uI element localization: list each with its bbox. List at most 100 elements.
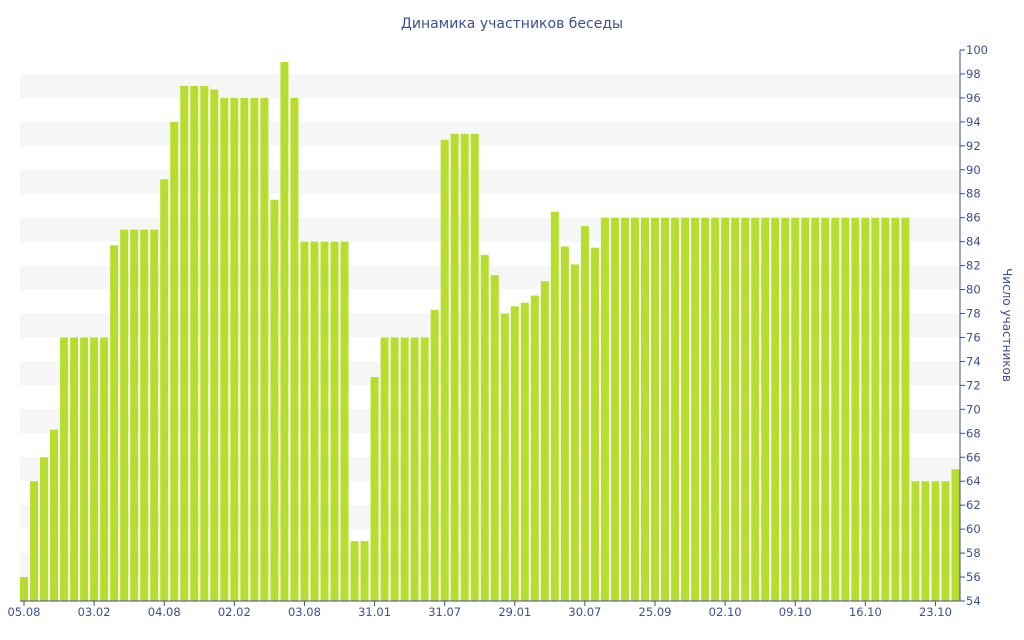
bar — [941, 481, 950, 601]
x-tick-label: 09.10 — [779, 605, 812, 619]
bar — [490, 275, 499, 601]
bar — [40, 457, 49, 601]
bar — [721, 217, 730, 601]
y-tick-label: 54 — [966, 594, 981, 608]
bar — [160, 179, 169, 601]
bar — [220, 97, 229, 601]
bar — [861, 217, 870, 601]
bar — [380, 337, 389, 601]
bar — [260, 97, 269, 601]
bar — [921, 481, 930, 601]
y-tick-label: 90 — [966, 163, 981, 177]
bar — [520, 302, 529, 601]
bar — [610, 217, 619, 601]
bar — [110, 245, 119, 601]
bar — [420, 337, 429, 601]
y-tick-label: 76 — [966, 330, 981, 344]
bar — [771, 217, 780, 601]
bar — [841, 217, 850, 601]
x-tick-label: 03.02 — [78, 605, 111, 619]
x-tick-label: 25.09 — [639, 605, 672, 619]
y-tick-label: 70 — [966, 402, 981, 416]
bar — [480, 254, 489, 601]
bar — [540, 281, 549, 601]
bar — [460, 133, 469, 601]
bar — [640, 217, 649, 601]
y-tick-label: 100 — [966, 43, 988, 57]
bar — [270, 199, 279, 602]
x-tick-label: 03.08 — [288, 605, 321, 619]
bar — [931, 481, 940, 601]
bar — [651, 217, 660, 601]
bar — [80, 337, 89, 601]
bar — [230, 97, 239, 601]
x-tick-label: 30.07 — [568, 605, 601, 619]
y-tick-label: 96 — [966, 91, 981, 105]
bar — [801, 217, 810, 601]
x-tick-label: 29.01 — [498, 605, 531, 619]
bar — [320, 241, 329, 601]
bar — [781, 217, 790, 601]
y-tick-label: 80 — [966, 283, 981, 297]
y-axis-label: Число участников — [1000, 268, 1014, 382]
bar — [590, 247, 599, 601]
bar — [530, 295, 539, 601]
bar — [560, 246, 569, 601]
grid-band — [20, 121, 960, 146]
bar — [430, 309, 439, 601]
y-tick-label: 56 — [966, 570, 981, 584]
bar — [150, 229, 159, 602]
x-tick-label: 05.08 — [8, 605, 41, 619]
bar — [410, 337, 419, 601]
y-tick-label: 72 — [966, 378, 981, 392]
bar — [570, 264, 579, 601]
bar — [600, 217, 609, 601]
bar — [550, 211, 559, 601]
bar — [681, 217, 690, 601]
bar — [240, 97, 249, 601]
bar — [20, 577, 29, 601]
y-tick-label: 60 — [966, 522, 981, 536]
y-tick-label: 82 — [966, 259, 981, 273]
bar — [450, 133, 459, 601]
bar — [170, 121, 179, 602]
bar — [711, 217, 720, 601]
bar — [280, 61, 289, 602]
bar — [140, 229, 149, 602]
y-tick-label: 94 — [966, 115, 981, 129]
bar — [731, 217, 740, 601]
bar — [500, 313, 509, 601]
chart-title: Динамика участников беседы — [401, 16, 623, 32]
y-tick-label: 74 — [966, 354, 981, 368]
bar — [671, 217, 680, 601]
bar — [620, 217, 629, 601]
x-tick-label: 02.02 — [218, 605, 251, 619]
bar — [831, 217, 840, 601]
bar — [951, 469, 960, 601]
bar — [881, 217, 890, 601]
y-tick-label: 86 — [966, 211, 981, 225]
y-tick-label: 66 — [966, 450, 981, 464]
bar — [180, 85, 189, 602]
bar — [390, 337, 399, 601]
y-axis: 54 56 58 60 62 64 66 68 70 72 74 76 78 80 82 84 86 88 90 92… — [959, 43, 988, 608]
bar — [70, 337, 79, 601]
y-tick-label: 98 — [966, 67, 981, 81]
y-tick-label: 62 — [966, 498, 981, 512]
bar — [901, 217, 910, 601]
x-tick-label: 02.10 — [709, 605, 742, 619]
grid-band — [20, 73, 960, 98]
bar — [120, 229, 129, 602]
bar — [751, 217, 760, 601]
y-tick-label: 58 — [966, 546, 981, 560]
bars — [20, 61, 960, 602]
bar — [60, 337, 69, 601]
x-tick-label: 31.01 — [358, 605, 391, 619]
y-tick-label: 92 — [966, 139, 981, 153]
y-tick-label: 78 — [966, 307, 981, 321]
x-tick-label: 16.10 — [849, 605, 882, 619]
bar — [300, 241, 309, 601]
bar — [701, 217, 710, 601]
bar — [791, 217, 800, 601]
